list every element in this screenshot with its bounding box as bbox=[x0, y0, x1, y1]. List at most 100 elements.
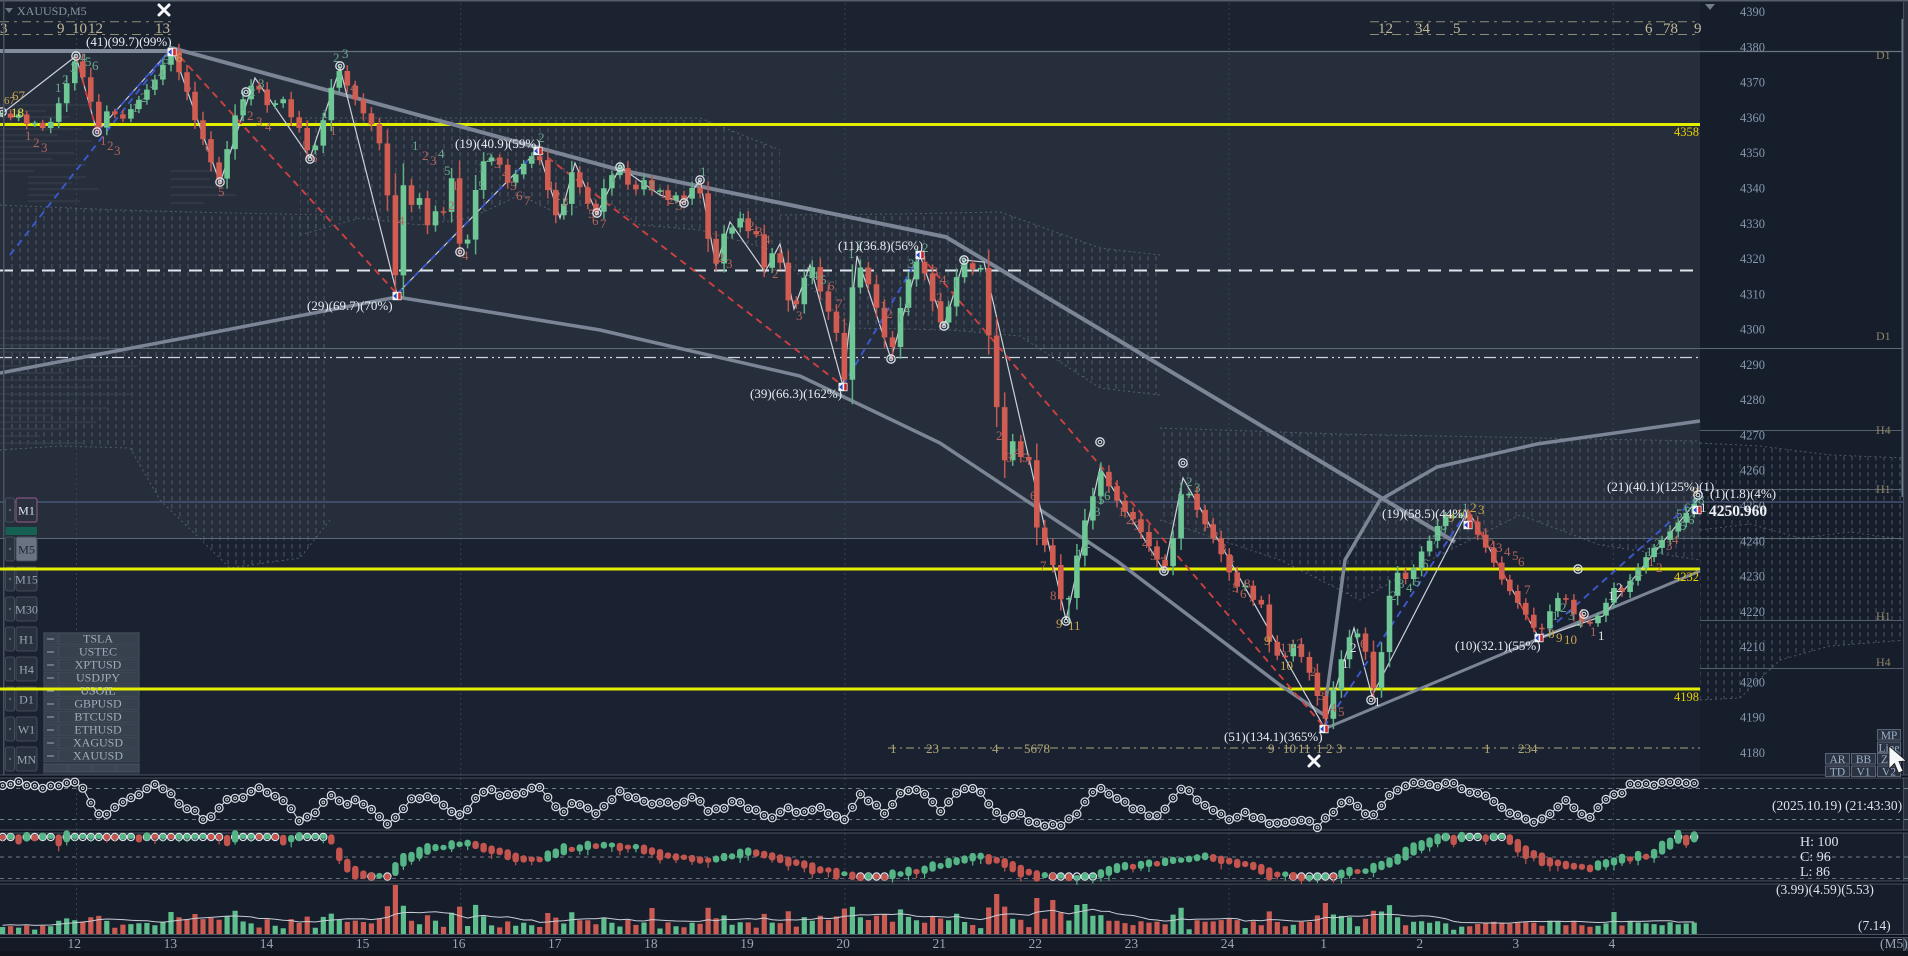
svg-text:2: 2 bbox=[140, 90, 147, 105]
svg-text:1: 1 bbox=[880, 298, 887, 313]
svg-text:78: 78 bbox=[1663, 21, 1678, 37]
svg-text:1: 1 bbox=[322, 106, 329, 121]
svg-text:4300: 4300 bbox=[1740, 323, 1765, 337]
svg-text:(3.99)(4.59)(5.53): (3.99)(4.59)(5.53) bbox=[1776, 882, 1874, 897]
svg-text:3: 3 bbox=[1134, 518, 1141, 533]
svg-text:7: 7 bbox=[1524, 582, 1531, 597]
svg-text:10: 10 bbox=[1283, 741, 1296, 756]
svg-text:1: 1 bbox=[530, 148, 537, 163]
svg-text:11: 11 bbox=[1068, 618, 1081, 633]
svg-text:23: 23 bbox=[926, 741, 939, 756]
svg-text:4: 4 bbox=[462, 248, 469, 263]
svg-text:7: 7 bbox=[1160, 554, 1167, 569]
svg-text:5: 5 bbox=[1676, 506, 1683, 521]
svg-text:3: 3 bbox=[676, 198, 683, 213]
svg-text:4380: 4380 bbox=[1740, 40, 1765, 54]
svg-text:2: 2 bbox=[1616, 580, 1623, 595]
svg-text:1: 1 bbox=[1598, 628, 1605, 643]
svg-text:4250: 4250 bbox=[1740, 499, 1765, 513]
svg-text:4330: 4330 bbox=[1740, 217, 1765, 231]
svg-text:2: 2 bbox=[748, 218, 755, 233]
svg-text:3: 3 bbox=[1006, 450, 1013, 465]
svg-text:6: 6 bbox=[1518, 554, 1525, 569]
svg-text:5: 5 bbox=[1453, 21, 1461, 37]
svg-text:GBPUSD: GBPUSD bbox=[74, 697, 122, 711]
svg-text:3: 3 bbox=[1194, 480, 1201, 495]
svg-text:2: 2 bbox=[1390, 588, 1397, 603]
svg-text:C: 96: C: 96 bbox=[1800, 850, 1831, 865]
svg-text:USTEC: USTEC bbox=[79, 645, 117, 659]
svg-text:17: 17 bbox=[548, 936, 562, 951]
svg-text:4320: 4320 bbox=[1740, 252, 1765, 266]
svg-text:2: 2 bbox=[33, 135, 40, 150]
svg-text:1: 1 bbox=[1552, 608, 1559, 623]
svg-text:4290: 4290 bbox=[1740, 358, 1765, 372]
svg-text:4232: 4232 bbox=[1674, 570, 1699, 584]
svg-text:4358: 4358 bbox=[1674, 125, 1699, 139]
svg-text:3: 3 bbox=[456, 206, 463, 221]
svg-text:4: 4 bbox=[1014, 444, 1021, 459]
svg-text:3: 3 bbox=[1496, 540, 1503, 555]
svg-text:ETHUSD: ETHUSD bbox=[74, 723, 122, 737]
svg-text:7: 7 bbox=[1432, 532, 1439, 547]
svg-text:34: 34 bbox=[1415, 21, 1431, 37]
svg-text:TD: TD bbox=[1830, 766, 1845, 778]
svg-text:(39)(66.3)(162%): (39)(66.3)(162%) bbox=[750, 386, 842, 401]
svg-text:6: 6 bbox=[828, 278, 835, 293]
svg-text:6: 6 bbox=[1645, 21, 1653, 37]
svg-text:3: 3 bbox=[1512, 936, 1519, 951]
svg-text:4: 4 bbox=[1142, 536, 1149, 551]
svg-text:1: 1 bbox=[240, 98, 247, 113]
svg-text:1: 1 bbox=[1076, 546, 1083, 561]
svg-text:4310: 4310 bbox=[1740, 287, 1765, 301]
svg-text:5: 5 bbox=[588, 206, 595, 221]
svg-text:10: 10 bbox=[1456, 506, 1469, 521]
svg-text:4210: 4210 bbox=[1740, 640, 1765, 654]
svg-text:W1: W1 bbox=[18, 723, 35, 737]
svg-text:4180: 4180 bbox=[1740, 746, 1765, 760]
svg-text:2: 2 bbox=[922, 240, 929, 255]
svg-text:2: 2 bbox=[554, 188, 561, 203]
svg-text:4280: 4280 bbox=[1740, 393, 1765, 407]
svg-text:1: 1 bbox=[1320, 936, 1327, 951]
svg-text:21: 21 bbox=[932, 936, 946, 951]
svg-text:6: 6 bbox=[1104, 488, 1111, 503]
svg-text:8: 8 bbox=[1440, 522, 1447, 537]
svg-text:6: 6 bbox=[176, 50, 183, 65]
svg-text:4: 4 bbox=[1228, 552, 1235, 567]
svg-text:(19)(40.9)(59%): (19)(40.9)(59%) bbox=[455, 136, 541, 151]
svg-text:9: 9 bbox=[1056, 616, 1063, 631]
svg-text:1: 1 bbox=[1374, 694, 1381, 709]
svg-text:H4: H4 bbox=[19, 663, 34, 677]
svg-text:12: 12 bbox=[1378, 21, 1393, 37]
svg-text:1: 1 bbox=[25, 128, 32, 143]
svg-text:2: 2 bbox=[62, 72, 69, 87]
svg-text:4198: 4198 bbox=[1674, 690, 1699, 704]
svg-text:3: 3 bbox=[1318, 688, 1325, 703]
svg-text:1: 1 bbox=[640, 174, 647, 189]
svg-text:5: 5 bbox=[163, 52, 170, 67]
svg-text:1: 1 bbox=[896, 310, 903, 325]
svg-text:1: 1 bbox=[452, 178, 459, 193]
svg-text:3: 3 bbox=[562, 194, 569, 209]
svg-text:3: 3 bbox=[1220, 540, 1227, 555]
svg-text:D1: D1 bbox=[19, 693, 34, 707]
svg-text:1: 1 bbox=[952, 276, 959, 291]
svg-text:2: 2 bbox=[1470, 500, 1477, 515]
svg-text:1: 1 bbox=[874, 284, 881, 299]
svg-text:XAGUSD: XAGUSD bbox=[73, 736, 123, 750]
svg-text:2: 2 bbox=[1560, 600, 1567, 615]
svg-text:2: 2 bbox=[486, 150, 493, 165]
svg-text:2: 2 bbox=[1084, 536, 1091, 551]
svg-text:(M5): (M5) bbox=[1880, 936, 1908, 951]
svg-text:4260: 4260 bbox=[1740, 464, 1765, 478]
svg-text:15: 15 bbox=[356, 936, 370, 951]
svg-text:V2: V2 bbox=[1882, 766, 1896, 778]
svg-text:2: 2 bbox=[1126, 512, 1133, 527]
svg-text:1: 1 bbox=[848, 246, 855, 261]
svg-text:3: 3 bbox=[756, 224, 763, 239]
svg-text:2: 2 bbox=[1310, 664, 1317, 679]
svg-text:(1)(1.8)(4%): (1)(1.8)(4%) bbox=[1710, 486, 1776, 501]
svg-text:9: 9 bbox=[1556, 630, 1563, 645]
svg-text:4240: 4240 bbox=[1740, 534, 1765, 548]
